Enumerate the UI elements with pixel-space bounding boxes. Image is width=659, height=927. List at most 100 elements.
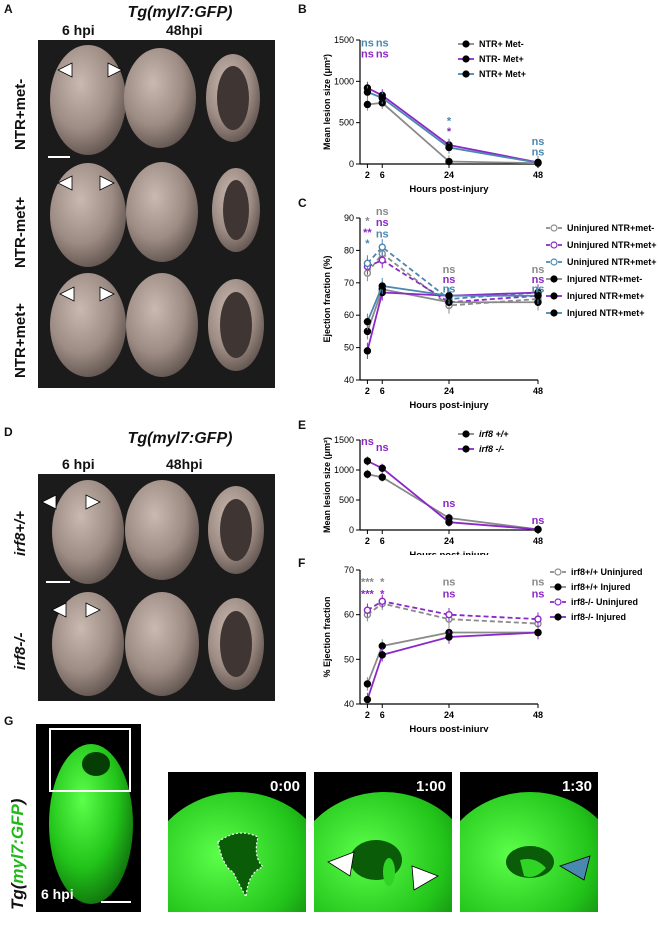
chart-f: 40 50 60 70 2 6 24 48 Hours post-injury % Ejectio… bbox=[322, 565, 643, 732]
B-legend-marker bbox=[462, 70, 470, 78]
frame-2-render bbox=[435, 792, 625, 927]
B-legend-label: NTR- Met+ bbox=[479, 54, 524, 64]
B-xlabel: Hours post-injury bbox=[409, 184, 489, 195]
C-annotation: * bbox=[365, 215, 370, 227]
chart-b: 0 500 1000 1500 2 6 24 48 Hours post-injury Mean … bbox=[322, 35, 544, 195]
C-legend-marker bbox=[550, 309, 558, 317]
F-series-line-1 bbox=[366, 631, 538, 685]
F-point bbox=[378, 651, 386, 659]
panel-d-col2: 48hpi bbox=[166, 456, 203, 472]
C-ylabel: Ejection fraction (%) bbox=[322, 255, 332, 342]
E-annotation: ns bbox=[443, 498, 456, 510]
E-point bbox=[363, 457, 372, 465]
frame-1: 1:00 bbox=[289, 772, 479, 927]
C-xtick-label: 24 bbox=[444, 386, 454, 396]
panel-d-row2: irf8-/- bbox=[12, 632, 29, 671]
C-ytick-label: 50 bbox=[344, 343, 354, 353]
panel-label-b: B bbox=[298, 2, 307, 16]
C-xtick-label: 48 bbox=[533, 386, 543, 396]
E-xlabel: Hours post-injury bbox=[409, 550, 489, 555]
B-ytick-label: 0 bbox=[349, 159, 354, 169]
F-series-line-0 bbox=[366, 602, 539, 625]
F-ytick-label: 40 bbox=[344, 699, 354, 709]
C-point bbox=[378, 256, 386, 264]
F-legend-marker bbox=[554, 613, 562, 621]
heart-renderings-a bbox=[48, 45, 264, 377]
B-point bbox=[363, 88, 372, 96]
B-ytick-label: 1500 bbox=[334, 35, 354, 45]
B-ylabel: Mean lesion size (μm²) bbox=[322, 54, 332, 150]
panel-a-title: Tg(myl7:GFP) bbox=[127, 4, 233, 21]
F-ylabel: % Ejection fraction bbox=[322, 596, 332, 677]
F-point bbox=[378, 597, 386, 605]
F-annotation: ns bbox=[443, 589, 456, 601]
B-point bbox=[363, 100, 372, 109]
panel-label-d: D bbox=[4, 425, 13, 439]
E-ytick-label: 1500 bbox=[334, 435, 354, 445]
C-point bbox=[363, 347, 372, 355]
panel-a-row3: NTR+met+ bbox=[12, 302, 29, 378]
E-xtick-label: 48 bbox=[533, 536, 543, 546]
panel-a-image bbox=[38, 40, 275, 388]
F-legend-marker bbox=[554, 598, 562, 606]
F-xtick-label: 6 bbox=[380, 710, 385, 720]
B-point bbox=[445, 157, 453, 166]
C-xlabel: Hours post-injury bbox=[409, 400, 489, 411]
C-legend-marker bbox=[550, 275, 558, 283]
F-annotation: * bbox=[380, 577, 385, 589]
panel-label-e: E bbox=[298, 418, 307, 432]
C-point bbox=[378, 243, 386, 251]
E-series-line-1 bbox=[367, 460, 539, 531]
C-annotation: ns bbox=[443, 264, 456, 276]
C-point bbox=[363, 317, 372, 326]
F-point bbox=[445, 610, 453, 619]
B-xtick-label: 48 bbox=[533, 170, 543, 180]
F-legend-label: irf8+/+ Injured bbox=[571, 582, 631, 592]
frame-0-render bbox=[143, 792, 333, 927]
frame-1-render bbox=[289, 792, 479, 927]
E-ytick-label: 500 bbox=[339, 495, 354, 505]
E-legend-label: irf8 +/+ bbox=[479, 429, 509, 439]
F-xtick-label: 2 bbox=[365, 710, 370, 720]
C-point bbox=[534, 292, 542, 300]
F-annotation: ns bbox=[443, 577, 456, 589]
heart-renderings-d bbox=[41, 480, 264, 696]
E-annotation: ns bbox=[376, 442, 389, 454]
C-ytick-label: 90 bbox=[344, 213, 354, 223]
C-point bbox=[445, 292, 453, 300]
C-legend-marker bbox=[550, 258, 558, 266]
F-point bbox=[363, 606, 372, 614]
E-xtick-label: 24 bbox=[444, 536, 454, 546]
panel-d-image bbox=[38, 474, 275, 701]
panel-label-a: A bbox=[4, 2, 13, 16]
B-series-line-0 bbox=[367, 101, 539, 165]
E-point bbox=[445, 518, 453, 526]
E-ytick-label: 0 bbox=[349, 525, 354, 535]
frame-0-time: 0:00 bbox=[269, 778, 300, 795]
F-xtick-label: 48 bbox=[533, 710, 543, 720]
B-annotation: ns bbox=[376, 48, 389, 60]
frame-2-time: 1:30 bbox=[561, 778, 592, 795]
B-legend-label: NTR+ Met+ bbox=[479, 69, 526, 79]
F-ytick-label: 70 bbox=[344, 565, 354, 575]
F-ytick-label: 60 bbox=[344, 610, 354, 620]
F-annotation: *** bbox=[361, 589, 375, 601]
F-legend-marker bbox=[554, 583, 562, 591]
C-legend-label: Injured NTR+met+ bbox=[567, 291, 645, 301]
F-annotation: ns bbox=[532, 577, 545, 589]
F-xlabel: Hours post-injury bbox=[409, 724, 489, 732]
panel-a-row2: NTR-met+ bbox=[12, 196, 29, 268]
C-legend-marker bbox=[550, 224, 558, 232]
C-annotation: * bbox=[365, 238, 370, 250]
panel-label-g: G bbox=[4, 714, 14, 728]
E-point bbox=[378, 473, 386, 481]
chart-e: 0 500 1000 1500 26 24 48 Hours post-injury Mean … bbox=[322, 429, 544, 555]
E-ytick-label: 1000 bbox=[334, 465, 354, 475]
panel-d-row1: irf8+/+ bbox=[12, 510, 29, 556]
B-ytick-label: 500 bbox=[339, 118, 354, 128]
B-series-line-1 bbox=[367, 87, 539, 164]
C-annotation: ns bbox=[376, 206, 389, 218]
B-xtick-label: 2 bbox=[365, 170, 370, 180]
panel-g-overview: 6 hpi bbox=[36, 724, 141, 912]
panel-g-label-prefix: Tg( bbox=[8, 883, 27, 910]
